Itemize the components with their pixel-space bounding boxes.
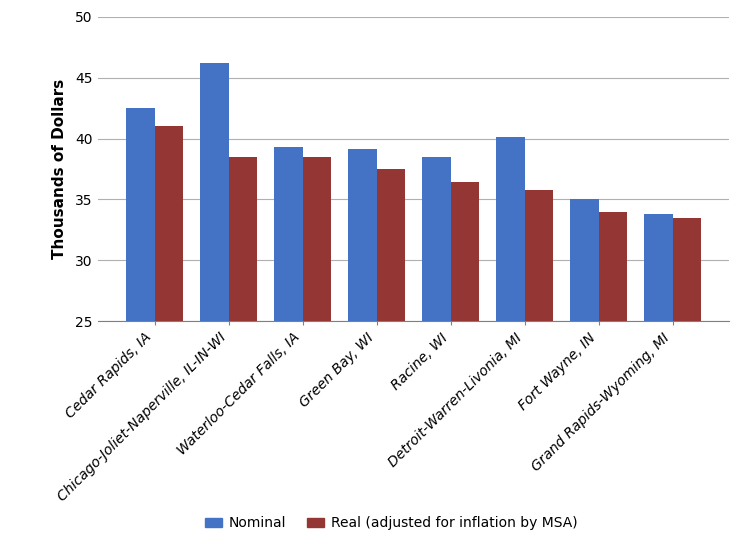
Bar <box>599 212 626 554</box>
Bar <box>525 189 553 554</box>
Legend: Nominal, Real (adjusted for inflation by MSA): Nominal, Real (adjusted for inflation by… <box>199 511 583 536</box>
Bar <box>126 108 155 554</box>
Bar <box>377 169 405 554</box>
Bar <box>155 126 183 554</box>
Bar <box>672 218 701 554</box>
Bar <box>423 157 450 554</box>
Bar <box>644 214 672 554</box>
Bar <box>274 147 302 554</box>
Y-axis label: Thousands of Dollars: Thousands of Dollars <box>52 79 67 259</box>
Bar <box>302 157 331 554</box>
Bar <box>201 63 229 554</box>
Bar <box>496 137 525 554</box>
Bar <box>450 182 479 554</box>
Bar <box>229 157 256 554</box>
Bar <box>348 150 377 554</box>
Bar <box>571 199 599 554</box>
